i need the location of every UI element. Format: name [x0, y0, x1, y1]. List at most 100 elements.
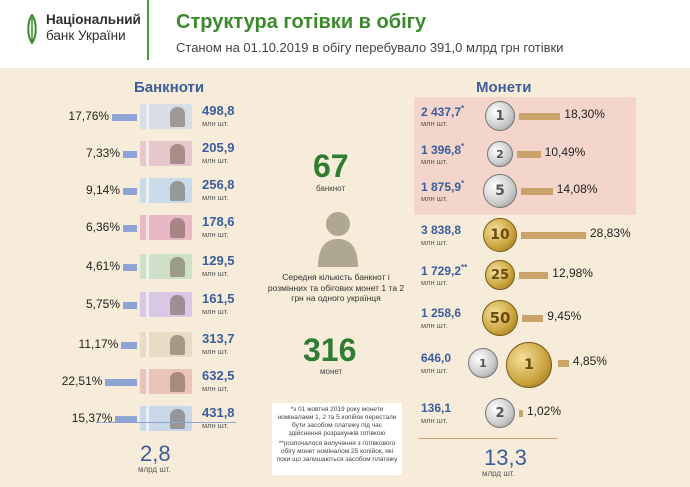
header-divider — [147, 0, 149, 60]
coin-count-value: 3 838,8 — [421, 223, 462, 237]
banknote-row: 15,37% 431,8 млн шт. — [0, 405, 300, 435]
coin-count-value: 136,1 — [421, 401, 452, 415]
coin-count-unit: млн шт. — [421, 119, 448, 128]
banknote-image — [140, 406, 192, 431]
coin-row: 1 396,8* млн шт. 2 10,49% — [418, 139, 688, 179]
banknote-share: 9,14% — [85, 183, 120, 197]
banknote-row: 17,76% 498,8 млн шт. — [0, 103, 300, 133]
banknote-count-unit: млн шт. — [202, 421, 229, 430]
banknote-count: 205,9 — [202, 140, 235, 155]
banknote-row: 22,51% 632,5 млн шт. — [0, 368, 300, 398]
coin-count-unit: млн шт. — [421, 238, 448, 247]
banknote-image — [140, 178, 192, 203]
coin-count: 1 396,8* — [421, 142, 464, 157]
banknote-image — [140, 332, 192, 357]
coin-image: 1 — [485, 101, 515, 131]
coin-row: 1 729,2** млн шт. 25 12,98% — [418, 260, 688, 300]
banknote-row: 7,33% 205,9 млн шт. — [0, 140, 300, 170]
banknote-share: 4,61% — [85, 259, 120, 273]
coin-count: 646,0 — [421, 351, 451, 365]
coin-count: 1 729,2** — [421, 263, 467, 278]
banknote-share-bar — [121, 342, 137, 349]
coins-total: 13,3 — [484, 445, 527, 470]
banknote-count: 431,8 — [202, 405, 235, 420]
page-subtitle: Станом на 01.10.2019 в обігу перебувало … — [176, 40, 564, 55]
coin-image: 10 — [483, 218, 517, 252]
banknote-row: 9,14% 256,8 млн шт. — [0, 177, 300, 207]
coin-row: 2 437,7* млн шт. 1 18,30% — [418, 101, 688, 141]
coin-count: 1 258,6 — [421, 306, 461, 320]
coin-count-value: 1 258,6 — [421, 306, 462, 320]
coin-share-bar — [519, 113, 561, 120]
banknote-image — [140, 215, 192, 240]
coin-share-bar — [521, 232, 586, 239]
footnotes-box: *з 01 жовтня 2019 року монети номіналами… — [272, 403, 402, 475]
banknote-row: 5,75% 161,5 млн шт. — [0, 291, 300, 321]
banknote-share: 17,76% — [68, 109, 110, 123]
person-icon — [318, 212, 358, 267]
banknote-image — [140, 369, 192, 394]
banknote-share-bar — [105, 379, 137, 386]
banknote-count: 632,5 — [202, 368, 235, 383]
banknote-count-unit: млн шт. — [202, 307, 229, 316]
coin-count: 136,1 — [421, 401, 451, 415]
banknote-row: 4,61% 129,5 млн шт. — [0, 253, 300, 283]
coin-count-value: 1 875,9 — [421, 180, 462, 194]
coin-count-unit: млн шт. — [421, 321, 448, 330]
coin-share: 14,08% — [556, 182, 598, 196]
coin-share-bar — [519, 410, 523, 417]
banknotes-per-person-unit: банкнот — [316, 184, 346, 193]
coins-per-person-unit: монет — [320, 367, 343, 376]
banknote-share: 22,51% — [61, 374, 103, 388]
banknotes-total: 2,8 — [140, 441, 171, 466]
coin-share: 1,02% — [527, 404, 562, 418]
banknote-count-unit: млн шт. — [202, 119, 229, 128]
coin-count-unit: млн шт. — [421, 416, 448, 425]
nbu-logo-icon — [27, 14, 37, 44]
banknote-image — [140, 292, 192, 317]
coin-share: 18,30% — [564, 107, 605, 121]
banknote-image — [140, 104, 192, 129]
banknotes-per-person: 67 — [313, 148, 349, 184]
coin-count-unit: млн шт. — [421, 194, 448, 203]
coin-count-unit: млн шт. — [421, 278, 448, 287]
logo-text: Національний банк України — [46, 12, 141, 44]
coin-count: 3 838,8 — [421, 223, 461, 237]
coin-footnote-mark: ** — [461, 263, 468, 272]
banknote-share-bar — [123, 188, 137, 195]
coin-share-bar — [522, 315, 544, 322]
banknote-count: 313,7 — [202, 331, 235, 346]
coin-footnote-mark: * — [461, 142, 465, 151]
banknote-share-bar — [115, 416, 137, 423]
banknote-count: 256,8 — [202, 177, 235, 192]
banknote-image — [140, 254, 192, 279]
banknote-share-bar — [123, 264, 137, 271]
logo-line-1: Національний — [46, 12, 141, 27]
coin-share-bar — [517, 151, 541, 158]
banknote-share: 11,17% — [78, 337, 119, 351]
banknote-count: 161,5 — [202, 291, 235, 306]
banknote-count-unit: млн шт. — [202, 347, 229, 356]
coin-count: 1 875,9* — [421, 179, 464, 194]
coin-count-unit: млн шт. — [421, 157, 448, 166]
banknote-image — [140, 141, 192, 166]
coin-share-bar — [519, 272, 549, 279]
coin-share: 12,98% — [552, 266, 593, 280]
coin-share: 9,45% — [547, 309, 582, 323]
coin-share: 28,83% — [590, 226, 631, 240]
coin-image: 5 — [483, 174, 517, 208]
banknote-count: 498,8 — [202, 103, 235, 118]
coin-footnote-mark: * — [461, 104, 465, 113]
per-person-description: Середня кількість банкнот і розмінних та… — [267, 272, 405, 303]
banknote-share-bar — [112, 114, 137, 121]
banknotes-divider — [96, 422, 236, 423]
coins-per-person: 316 — [303, 332, 357, 368]
banknote-count-unit: млн шт. — [202, 193, 229, 202]
coin-row: 136,1 млн шт. 2 1,02% — [418, 398, 688, 438]
coin-row: 1 875,9* млн шт. 5 14,08% — [418, 174, 688, 216]
banknote-share-bar — [123, 151, 137, 158]
coin-share-bar — [558, 360, 569, 367]
coin-image: 2 — [485, 398, 515, 428]
coin-count-value: 2 437,7 — [421, 105, 462, 119]
banknotes-title: Банкноти — [134, 79, 205, 96]
